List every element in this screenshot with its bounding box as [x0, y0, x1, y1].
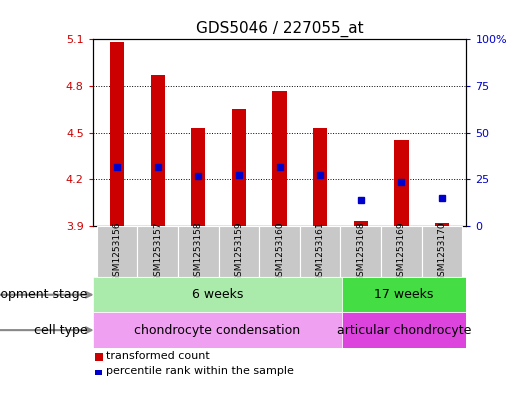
Bar — [435, 223, 449, 226]
Text: articular chondrocyte: articular chondrocyte — [337, 323, 471, 337]
Title: GDS5046 / 227055_at: GDS5046 / 227055_at — [196, 20, 364, 37]
Bar — [151, 75, 165, 226]
Text: GSM1253156: GSM1253156 — [112, 221, 121, 282]
Text: GSM1253168: GSM1253168 — [356, 221, 365, 282]
Text: GSM1253161: GSM1253161 — [316, 221, 325, 282]
Bar — [422, 226, 462, 277]
Text: GSM1253157: GSM1253157 — [153, 221, 162, 282]
Text: GSM1253159: GSM1253159 — [234, 221, 243, 282]
Text: GSM1253170: GSM1253170 — [438, 221, 447, 282]
Bar — [394, 140, 409, 226]
Bar — [300, 226, 340, 277]
Bar — [219, 226, 259, 277]
Bar — [110, 42, 124, 226]
Text: development stage: development stage — [0, 288, 87, 301]
Text: percentile rank within the sample: percentile rank within the sample — [106, 366, 294, 376]
Bar — [259, 226, 300, 277]
Text: GSM1253158: GSM1253158 — [194, 221, 203, 282]
Text: GSM1253160: GSM1253160 — [275, 221, 284, 282]
Bar — [93, 312, 342, 348]
Bar — [313, 128, 328, 226]
Bar — [191, 128, 206, 226]
Bar — [137, 226, 178, 277]
Text: 6 weeks: 6 weeks — [192, 288, 243, 301]
Bar — [354, 221, 368, 226]
Bar — [93, 277, 342, 312]
Bar — [340, 226, 381, 277]
Text: transformed count: transformed count — [106, 351, 210, 362]
Bar — [178, 226, 219, 277]
Bar — [342, 277, 466, 312]
Text: cell type: cell type — [34, 323, 87, 337]
Bar — [272, 91, 287, 226]
Bar — [342, 312, 466, 348]
Bar — [97, 226, 137, 277]
Text: chondrocyte condensation: chondrocyte condensation — [134, 323, 301, 337]
Text: 17 weeks: 17 weeks — [374, 288, 434, 301]
Bar — [232, 109, 246, 226]
Bar — [381, 226, 422, 277]
Text: GSM1253169: GSM1253169 — [397, 221, 406, 282]
